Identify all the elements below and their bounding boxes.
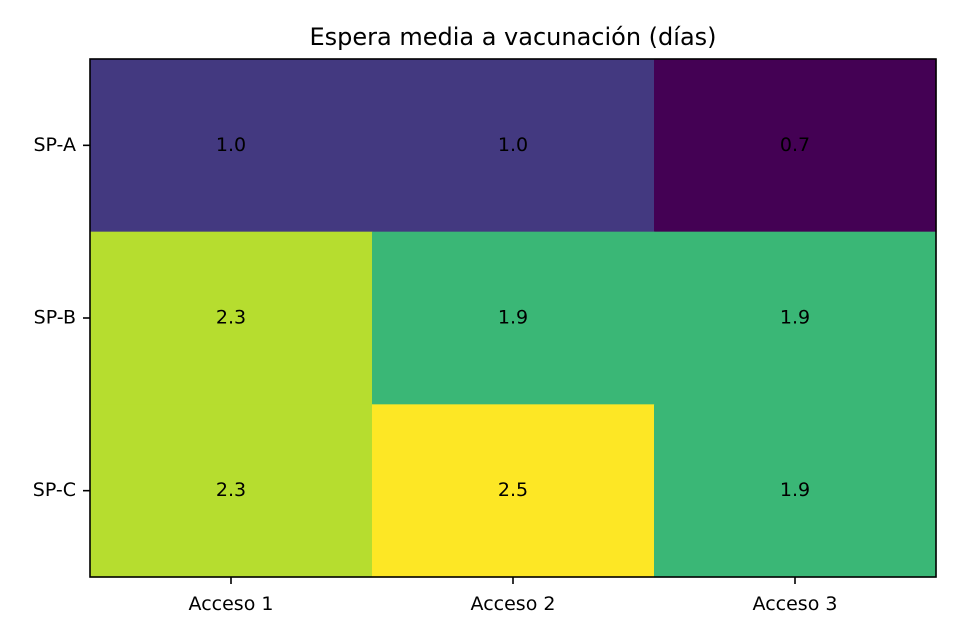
y-axis-ticks: SP-A SP-B SP-C <box>33 134 90 501</box>
heatmap-cell <box>90 59 373 233</box>
cell-value-label: 0.7 <box>780 134 810 156</box>
heatmap-cell <box>372 404 655 578</box>
y-tick-label: SP-B <box>34 307 76 329</box>
cell-value-label: 1.9 <box>780 479 810 501</box>
heatmap-cell <box>372 231 655 405</box>
cell-value-label: 1.0 <box>498 134 528 156</box>
heatmap-cell <box>90 231 373 405</box>
heatmap-cells <box>90 59 937 578</box>
cell-value-label: 1.9 <box>780 307 810 329</box>
heatmap-cell <box>372 59 655 233</box>
y-tick-label: SP-A <box>33 134 76 156</box>
x-tick-label: Acceso 2 <box>471 593 556 615</box>
cell-value-label: 2.5 <box>498 479 528 501</box>
heatmap-cell <box>654 404 937 578</box>
cell-value-label: 1.0 <box>216 134 246 156</box>
cell-value-label: 2.3 <box>216 479 246 501</box>
x-tick-label: Acceso 1 <box>189 593 274 615</box>
heatmap-cell <box>654 231 937 405</box>
chart-title: Espera media a vacunación (días) <box>309 23 716 51</box>
heatmap-cell <box>654 59 937 233</box>
cell-value-labels: 1.0 1.0 0.7 2.3 1.9 1.9 2.3 2.5 1.9 <box>216 134 810 501</box>
x-tick-label: Acceso 3 <box>753 593 838 615</box>
cell-value-label: 2.3 <box>216 307 246 329</box>
y-tick-label: SP-C <box>33 479 76 501</box>
heatmap-cell <box>90 404 373 578</box>
x-axis-ticks: Acceso 1 Acceso 2 Acceso 3 <box>189 577 838 615</box>
cell-value-label: 1.9 <box>498 307 528 329</box>
